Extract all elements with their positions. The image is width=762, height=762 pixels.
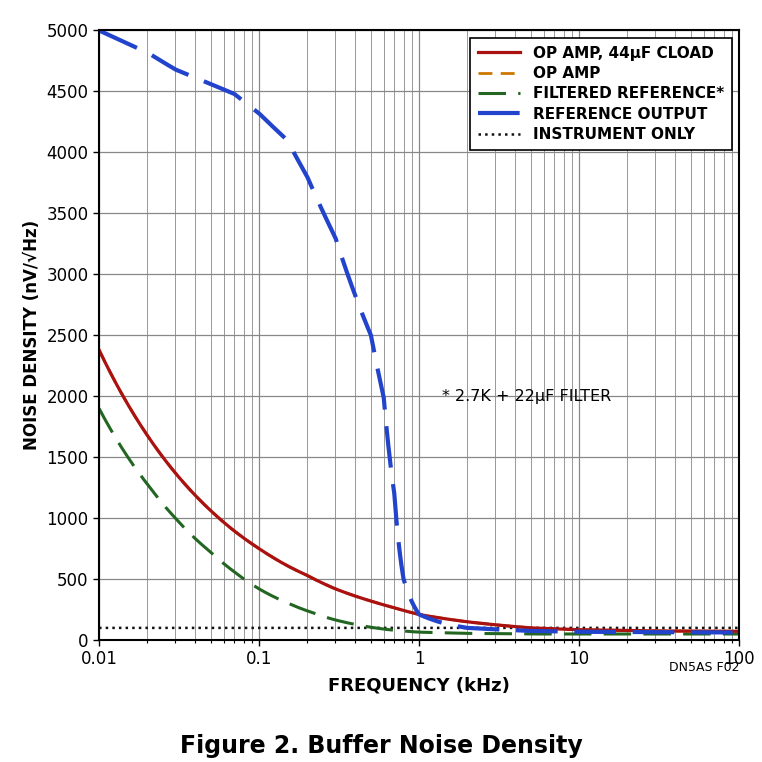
Legend: OP AMP, 44μF CLOAD, OP AMP, FILTERED REFERENCE*, REFERENCE OUTPUT, INSTRUMENT ON: OP AMP, 44μF CLOAD, OP AMP, FILTERED REF… bbox=[470, 38, 732, 150]
Text: Figure 2. Buffer Noise Density: Figure 2. Buffer Noise Density bbox=[180, 735, 582, 758]
X-axis label: FREQUENCY (kHz): FREQUENCY (kHz) bbox=[328, 677, 510, 695]
Text: * 2.7K + 22μF FILTER: * 2.7K + 22μF FILTER bbox=[441, 389, 611, 404]
Y-axis label: NOISE DENSITY (nV/√Hz): NOISE DENSITY (nV/√Hz) bbox=[23, 220, 41, 450]
Text: DN5AS F02: DN5AS F02 bbox=[668, 661, 739, 674]
